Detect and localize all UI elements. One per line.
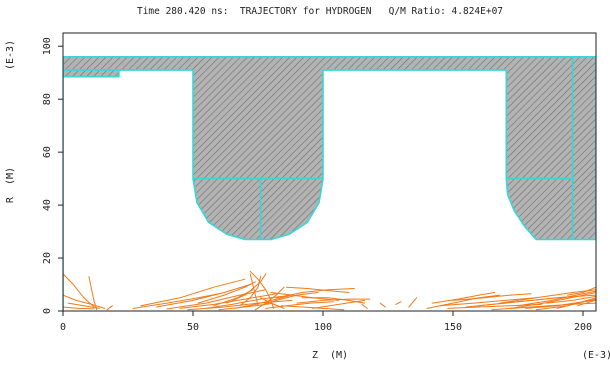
particle-trajectory-49 (546, 295, 596, 304)
particle-trajectory-45 (509, 292, 596, 309)
particle-trajectory-14 (213, 289, 254, 307)
particle-trajectory-12 (197, 281, 256, 304)
particle-trajectory-7 (140, 278, 246, 307)
particle-trajectory-29 (296, 298, 371, 304)
particle-trajectory-31 (312, 299, 366, 309)
particle-trajectory-28 (286, 286, 350, 293)
particle-trajectory-37 (431, 292, 496, 304)
x-scale-label: (E-3) (582, 350, 610, 361)
particle-trajectory-9 (166, 289, 267, 310)
y-tick-label-0: 0 (42, 308, 53, 314)
particle-trajectory-22 (260, 292, 319, 307)
particle-trajectory-5 (63, 306, 95, 310)
chart-title: Time 280.420 ns: TRAJECTORY for HYDROGEN… (137, 6, 503, 17)
particle-trajectory-50 (556, 297, 596, 309)
y-scale-label: (E-3) (5, 40, 16, 70)
particle-trajectory-20 (249, 273, 259, 307)
particle-trajectory-52 (577, 299, 596, 307)
particle-trajectory-8 (156, 284, 251, 308)
particle-trajectory-0 (63, 273, 95, 308)
particle-trajectory-18 (239, 276, 262, 307)
y-axis-label: R (M) (5, 167, 16, 203)
x-tick-label-50: 50 (187, 322, 199, 333)
particle-trajectory-4 (106, 305, 113, 311)
plot-frame (62, 32, 597, 312)
particle-trajectory-32 (361, 303, 368, 309)
particle-trajectory-1 (63, 294, 106, 309)
particle-trajectory-17 (234, 294, 293, 309)
x-tick-label-100: 100 (314, 322, 332, 333)
x-tick-label-200: 200 (574, 322, 592, 333)
particle-trajectory-33 (379, 302, 386, 308)
y-tick-label-100: 100 (42, 37, 53, 55)
particle-trajectory-26 (275, 288, 355, 299)
particle-trajectory-40 (452, 293, 532, 301)
particle-trajectory-16 (226, 273, 267, 304)
y-tick-label-20: 20 (42, 252, 53, 264)
particle-trajectory-46 (517, 290, 596, 307)
particle-trajectory-38 (439, 297, 537, 307)
electrode-region-1 (63, 69, 120, 78)
x-tick-label-150: 150 (444, 322, 462, 333)
particle-trajectory-51 (566, 286, 596, 296)
particle-trajectory-44 (499, 289, 596, 304)
particle-trajectory-2 (67, 302, 100, 309)
electrode-region-0 (63, 55, 596, 241)
particle-trajectory-21 (254, 286, 285, 311)
particle-trajectory-6 (132, 293, 220, 309)
particle-trajectory-39 (447, 303, 542, 309)
particle-trajectory-27 (280, 305, 345, 311)
y-tick-label-80: 80 (42, 93, 53, 105)
particle-trajectory-13 (205, 295, 282, 309)
particle-trajectory-25 (270, 292, 340, 301)
particle-trajectory-35 (408, 297, 418, 308)
particle-trajectory-3 (88, 276, 98, 311)
y-tick-label-40: 40 (42, 199, 53, 211)
y-tick-label-60: 60 (42, 146, 53, 158)
particle-trajectory-24 (265, 301, 334, 309)
x-tick-label-0: 0 (60, 322, 66, 333)
x-axis-label: Z (M) (312, 350, 348, 361)
particle-trajectory-34 (395, 301, 402, 305)
